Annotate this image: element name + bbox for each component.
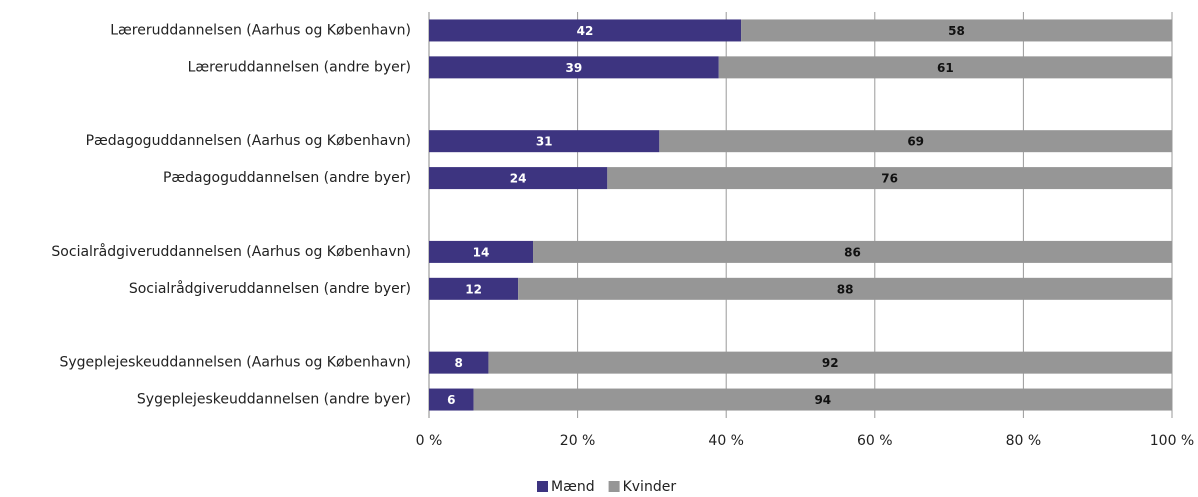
data-label: 69 xyxy=(907,135,924,149)
data-label: 76 xyxy=(881,172,898,186)
data-label: 61 xyxy=(937,61,954,75)
legend-swatch xyxy=(608,481,620,492)
bar-segment xyxy=(488,351,1172,374)
data-label: 58 xyxy=(948,24,965,38)
bar-segment xyxy=(429,130,660,153)
x-tick-label: 80 % xyxy=(1006,433,1042,449)
legend-swatch xyxy=(537,481,548,492)
data-label: 94 xyxy=(814,393,831,407)
y-tick-label: Læreruddannelsen (Aarhus og København) xyxy=(110,22,411,38)
x-tick-label: 0 % xyxy=(416,433,443,449)
x-tick-label: 100 % xyxy=(1150,433,1194,449)
data-label: 86 xyxy=(844,245,861,259)
data-label: 88 xyxy=(837,282,854,296)
x-tick-label: 20 % xyxy=(560,433,596,449)
bar-segment xyxy=(533,240,1172,263)
bar-segment xyxy=(429,388,474,411)
y-tick-label: Socialrådgiveruddannelsen (Aarhus og Køb… xyxy=(51,243,411,260)
bar-segment xyxy=(429,56,719,79)
bar-segment xyxy=(429,240,534,263)
y-tick-label: Pædagoguddannelsen (Aarhus og København) xyxy=(86,133,411,149)
data-label: 6 xyxy=(447,393,455,407)
bar-segment xyxy=(429,351,489,374)
y-tick-label: Sygeplejeskeuddannelsen (Aarhus og Køben… xyxy=(60,355,412,371)
data-label: 39 xyxy=(566,61,583,75)
bar-segment xyxy=(429,277,519,300)
bar-segment xyxy=(718,56,1172,79)
bar-segment xyxy=(473,388,1173,411)
x-tick-label: 60 % xyxy=(857,433,893,449)
y-tick-label: Socialrådgiveruddannelsen (andre byer) xyxy=(129,280,411,297)
bar-segment xyxy=(429,19,742,42)
x-tick-label: 40 % xyxy=(708,433,744,449)
y-tick-label: Pædagoguddannelsen (andre byer) xyxy=(163,170,411,186)
data-label: 8 xyxy=(455,356,463,370)
bar-segment xyxy=(607,167,1172,190)
y-tick-label: Sygeplejeskeuddannelsen (andre byer) xyxy=(137,392,411,408)
data-label: 92 xyxy=(822,356,839,370)
y-tick-label: Læreruddannelsen (andre byer) xyxy=(188,59,411,75)
legend-label: Kvinder xyxy=(623,479,677,495)
data-label: 14 xyxy=(473,245,490,259)
data-label: 24 xyxy=(510,172,527,186)
legend-label: Mænd xyxy=(551,479,595,495)
bar-segment xyxy=(518,277,1172,300)
data-label: 42 xyxy=(577,24,594,38)
bar-segment xyxy=(429,167,608,190)
bar-segment xyxy=(659,130,1172,153)
data-label: 12 xyxy=(465,282,482,296)
bar-segment xyxy=(741,19,1172,42)
data-label: 31 xyxy=(536,135,553,149)
